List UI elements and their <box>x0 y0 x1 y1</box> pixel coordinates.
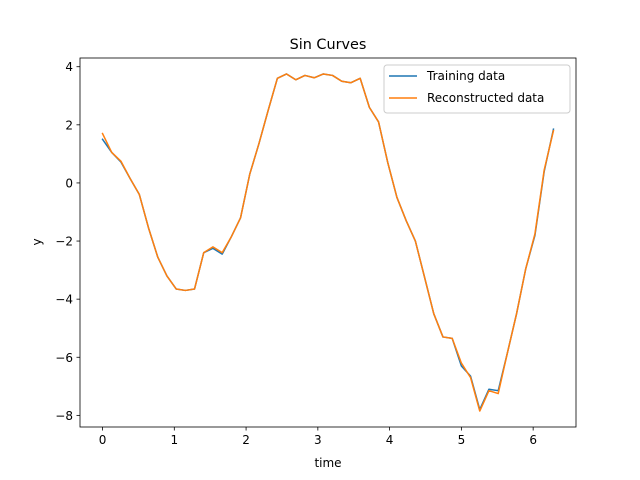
legend: Training data Reconstructed data <box>383 64 571 114</box>
y-tick-label: −2 <box>55 235 73 249</box>
x-tick-label: 3 <box>314 433 322 447</box>
y-tick-label: 0 <box>65 176 73 190</box>
axis-ticks: 0 1 2 3 4 5 6 4 2 0 −2 −4 −6 −8 <box>55 60 537 447</box>
legend-box <box>383 64 571 114</box>
y-tick-label: −8 <box>55 409 73 423</box>
plot-area <box>79 57 577 428</box>
x-tick-label: 2 <box>242 433 250 447</box>
x-axis-label: time <box>314 456 341 470</box>
y-tick-label: −4 <box>55 293 73 307</box>
series-line-0 <box>101 73 555 411</box>
y-tick-label: −6 <box>55 351 73 365</box>
y-axis-label: y <box>30 238 44 245</box>
x-tick-label: 4 <box>386 433 394 447</box>
x-tick-label: 0 <box>99 433 107 447</box>
x-tick-label: 6 <box>529 433 537 447</box>
series-line-1 <box>101 73 555 412</box>
y-tick-label: 4 <box>65 60 73 74</box>
axes-frame <box>79 57 577 428</box>
legend-label-reconstructed: Reconstructed data <box>427 91 544 105</box>
chart-title: Sin Curves <box>290 37 367 53</box>
x-tick-label: 1 <box>170 433 178 447</box>
x-tick-label: 5 <box>458 433 466 447</box>
legend-label-training: Training data <box>426 69 505 83</box>
y-tick-label: 2 <box>65 118 73 132</box>
